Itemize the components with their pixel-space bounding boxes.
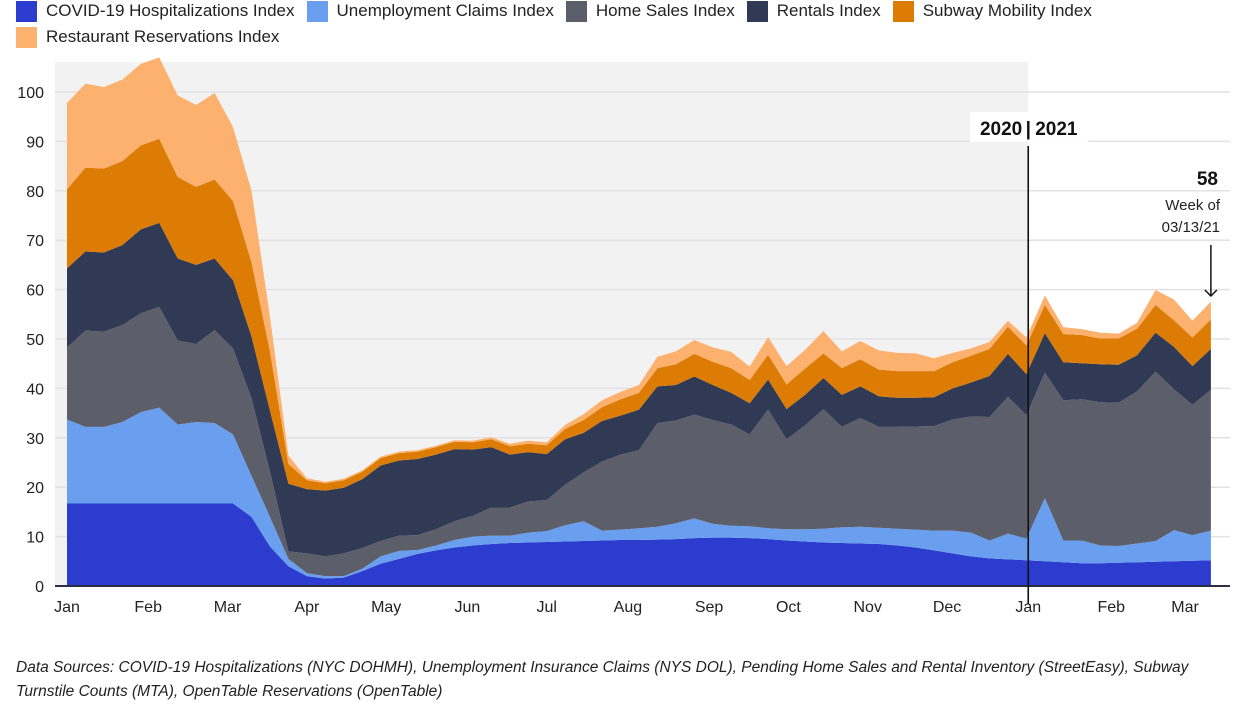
latest-value-annotation: 58 Week of 03/13/21 [1162, 169, 1221, 298]
area-covid-19-hospitalizations-index [67, 503, 1211, 586]
legend-item: Unemployment Claims Index [306, 0, 554, 22]
legend-label: Home Sales Index [595, 1, 735, 20]
legend-swatch [746, 0, 768, 22]
x-tick-label: Sep [695, 599, 724, 616]
x-tick-label: Jul [536, 599, 556, 616]
x-tick-label: Apr [294, 599, 320, 616]
year-divider-label-bg [970, 112, 1089, 142]
x-tick-label: Jan [54, 599, 80, 616]
y-axis: 0 10 20 30 40 50 60 70 80 90 100 [17, 85, 44, 596]
legend-swatch [306, 0, 328, 22]
y-tick-label: 70 [26, 233, 44, 250]
y-tick-label: 100 [17, 85, 44, 102]
x-tick-label: Dec [933, 599, 961, 616]
area-unemployment-claims-index [67, 407, 1211, 579]
legend: COVID-19 Hospitalizations Index Unemploym… [16, 0, 1236, 48]
x-tick-label: Mar [214, 599, 242, 616]
x-tick-label: Nov [854, 599, 882, 616]
x-tick-label: Oct [776, 599, 801, 616]
legend-label: Rentals Index [776, 1, 881, 20]
legend-label: Unemployment Claims Index [336, 1, 554, 20]
x-tick-label: Mar [1171, 599, 1199, 616]
y-tick-label: 80 [26, 184, 44, 201]
y-tick-label: 0 [35, 579, 44, 596]
x-tick-label: Jan [1015, 599, 1041, 616]
legend-swatch [565, 0, 587, 22]
legend-label: Subway Mobility Index [922, 1, 1092, 20]
legend-item: COVID-19 Hospitalizations Index [16, 0, 295, 22]
legend-item: Rentals Index [746, 0, 881, 22]
x-tick-label: Aug [614, 599, 642, 616]
area-series [67, 57, 1211, 586]
y-tick-label: 60 [26, 283, 44, 300]
y-tick-label: 50 [26, 332, 44, 349]
latest-caption-line2: 03/13/21 [1162, 219, 1220, 236]
x-tick-label: May [371, 599, 401, 616]
legend-item: Home Sales Index [565, 0, 735, 22]
latest-caption-line1: Week of [1165, 197, 1221, 214]
y-tick-label: 30 [26, 431, 44, 448]
legend-swatch [16, 0, 37, 22]
year-divider-label: 2020 | 2021 [970, 112, 1089, 142]
year-2020-label: 2020 [980, 119, 1022, 140]
legend-item: Subway Mobility Index [892, 0, 1092, 22]
legend-swatch [892, 0, 914, 22]
y-tick-label: 10 [26, 530, 44, 547]
x-tick-label: Feb [1097, 599, 1125, 616]
legend-swatch [16, 26, 37, 48]
year-separator-glyph: | [1026, 119, 1031, 140]
area-restaurant-reservations-index [67, 57, 1211, 484]
y-tick-label: 90 [26, 134, 44, 151]
arrow-head-icon [1204, 289, 1218, 298]
y-tick-label: 40 [26, 381, 44, 398]
latest-value-label: 58 [1197, 169, 1218, 190]
area-rentals-index [67, 222, 1211, 557]
legend-label: COVID-19 Hospitalizations Index [46, 1, 295, 20]
y-tick-label: 20 [26, 480, 44, 497]
legend-label: Restaurant Reservations Index [46, 27, 280, 46]
year-2021-label: 2021 [1035, 119, 1078, 140]
x-axis: Jan Feb Mar Apr May Jun Jul Aug Sep Oct Nov Dec Jan F… [54, 599, 1199, 616]
x-tick-label: Jun [454, 599, 480, 616]
x-tick-label: Feb [134, 599, 162, 616]
data-sources-note: Data Sources: COVID-19 Hospitalizations … [16, 659, 1189, 700]
area-home-sales-index [67, 306, 1211, 577]
legend-item: Restaurant Reservations Index [16, 26, 279, 48]
